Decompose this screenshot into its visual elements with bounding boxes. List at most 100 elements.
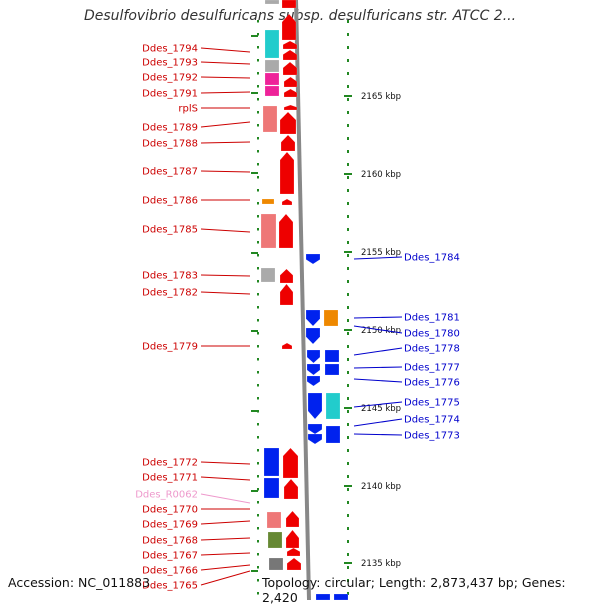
gene-labels[interactable]: Ddes_1794 Ddes_1793 Ddes_1792 Ddes_1791 rplS… (135, 44, 460, 592)
blue-gene (306, 349, 321, 364)
red-gene (282, 447, 299, 479)
gene-label[interactable]: Ddes_1784 (404, 253, 460, 264)
gene-box (323, 309, 339, 327)
gene-label[interactable]: Ddes_1787 (142, 167, 198, 178)
scale-tick-label: 2160 kbp (361, 170, 401, 180)
scale-tick-mark (251, 172, 258, 174)
gene-box (266, 511, 282, 529)
label-leaders (200, 47, 403, 586)
gene-label[interactable]: Ddes_1792 (142, 73, 198, 84)
gene-label[interactable]: Ddes_1779 (142, 342, 198, 353)
red-gene (278, 213, 294, 249)
scale-tick-mark (344, 95, 352, 97)
gene-label[interactable]: Ddes_1783 (142, 271, 198, 282)
gene-label[interactable]: Ddes_1773 (404, 431, 460, 442)
scale-tick-mark (344, 329, 352, 331)
leader-line (353, 325, 403, 334)
scale-tick-mark (251, 490, 258, 492)
leader-line (353, 433, 403, 436)
leader-line (200, 291, 251, 295)
gene-label[interactable]: Ddes_1791 (142, 89, 198, 100)
red-gene (285, 529, 300, 549)
scale-tick-mark (344, 173, 352, 175)
gene-label[interactable]: Ddes_1771 (142, 473, 198, 484)
gene-label[interactable]: rplS (178, 104, 198, 115)
leader-line (200, 61, 251, 65)
gene-label[interactable]: Ddes_1786 (142, 196, 198, 207)
gene-label[interactable]: Ddes_1766 (142, 566, 198, 577)
gene-label[interactable]: Ddes_1768 (142, 536, 198, 547)
scale-tick-mark (251, 410, 258, 412)
red-gene (279, 268, 294, 284)
gene-label[interactable]: Ddes_1767 (142, 551, 198, 562)
blue-gene (307, 423, 323, 435)
red-gene (282, 49, 298, 61)
backbone-line (294, 0, 311, 600)
blue-gene (306, 375, 321, 387)
gene-label[interactable]: Ddes_1780 (404, 329, 460, 340)
genome-backbone (294, 0, 311, 600)
gene-label[interactable]: Ddes_R0062 (135, 490, 198, 501)
leader-line (353, 347, 403, 356)
gene-label[interactable]: Ddes_1785 (142, 225, 198, 236)
red-gene (280, 134, 296, 152)
leader-line (200, 564, 251, 571)
leader-line (200, 76, 251, 79)
leader-line (353, 366, 403, 369)
gene-label[interactable]: Ddes_1777 (404, 363, 460, 374)
scale-tick-mark (251, 252, 258, 254)
red-gene (282, 61, 298, 76)
red-gene (279, 111, 297, 135)
gene-label[interactable]: Ddes_1781 (404, 313, 460, 324)
red-gene (283, 76, 298, 88)
gene-label[interactable]: Ddes_1770 (142, 505, 198, 516)
gene-box (267, 531, 283, 549)
blue-gene (306, 363, 321, 376)
leader-line (200, 141, 251, 144)
gene-label[interactable]: Ddes_1782 (142, 288, 198, 299)
scale-tick-mark (251, 35, 258, 37)
gene-label[interactable]: Ddes_1775 (404, 398, 460, 409)
gene-label[interactable]: Ddes_1772 (142, 458, 198, 469)
leader-line (200, 91, 251, 94)
leader-line (200, 228, 251, 233)
leader-line (200, 476, 251, 481)
map-title: Desulfovibrio desulfuricans subsp. desul… (83, 8, 517, 24)
gene-label[interactable]: Ddes_1776 (404, 378, 460, 389)
leader-line (200, 121, 251, 128)
blue-gene (305, 253, 321, 265)
leader-line (353, 401, 403, 408)
leader-line (200, 552, 251, 556)
gene-label[interactable]: Ddes_1765 (142, 581, 198, 592)
scale-tick-mark (251, 92, 258, 94)
scale-tick-mark (344, 562, 352, 564)
leader-line (200, 570, 251, 586)
gene-label[interactable]: Ddes_1774 (404, 415, 460, 426)
red-gene (286, 557, 302, 571)
scale-tick-label: 2150 kbp (361, 326, 401, 336)
scale-tick-label: 2140 kbp (361, 482, 401, 492)
gene-label[interactable]: Ddes_1788 (142, 139, 198, 150)
gene-label[interactable]: Ddes_1769 (142, 520, 198, 531)
scale-tick-mark (344, 407, 352, 409)
gene-label[interactable]: Ddes_1794 (142, 44, 198, 55)
blue-gene (307, 392, 323, 420)
red-gene (281, 13, 297, 41)
red-gene (285, 510, 300, 528)
blue-gene (324, 363, 340, 376)
gene-box (268, 557, 284, 571)
leader-line (353, 378, 403, 383)
gene-label[interactable]: Ddes_1778 (404, 344, 460, 355)
red-gene (279, 151, 295, 195)
red-gene (281, 198, 293, 206)
gene-label[interactable]: Ddes_1793 (142, 58, 198, 69)
gene-label[interactable]: Ddes_1789 (142, 123, 198, 134)
gene-box (261, 198, 275, 205)
blue-gene (315, 593, 331, 600)
leader-line (353, 256, 403, 260)
gene-box (263, 477, 280, 499)
blue-gene (333, 593, 349, 600)
gene-box (325, 392, 341, 420)
gene-features (260, 0, 349, 600)
